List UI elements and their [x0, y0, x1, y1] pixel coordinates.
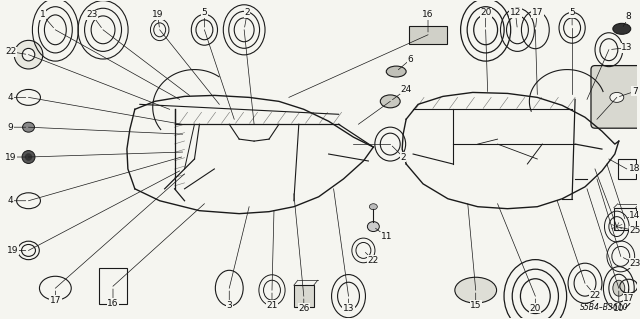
Text: 15: 15	[470, 300, 481, 309]
Text: 16: 16	[108, 299, 119, 308]
Ellipse shape	[613, 23, 631, 34]
Text: 5: 5	[202, 8, 207, 18]
Text: 2: 2	[244, 8, 250, 18]
Text: 17: 17	[532, 8, 543, 18]
Bar	[614, 208, 636, 230]
Text: 4: 4	[8, 93, 13, 102]
Text: 19: 19	[152, 11, 163, 19]
Ellipse shape	[610, 93, 624, 102]
Text: 17: 17	[623, 293, 634, 303]
Text: 23: 23	[86, 11, 98, 19]
Ellipse shape	[25, 153, 32, 160]
Text: 14: 14	[629, 211, 640, 220]
Text: 8: 8	[626, 12, 632, 21]
Ellipse shape	[367, 222, 380, 232]
Text: 5: 5	[569, 8, 575, 18]
Text: 9: 9	[8, 123, 13, 132]
Text: 20: 20	[530, 304, 541, 313]
Text: 13: 13	[343, 304, 355, 313]
Text: 11: 11	[381, 232, 392, 241]
Text: 16: 16	[422, 11, 434, 19]
Text: 19: 19	[5, 152, 17, 161]
Text: 20: 20	[480, 8, 492, 18]
Text: 4: 4	[8, 196, 13, 205]
Ellipse shape	[14, 40, 43, 69]
Bar	[409, 26, 447, 44]
Text: S5B4–B3610: S5B4–B3610	[580, 303, 628, 312]
Text: 19: 19	[7, 246, 19, 255]
Ellipse shape	[22, 48, 35, 61]
Text: 1: 1	[40, 11, 45, 19]
Text: 25: 25	[629, 226, 640, 235]
Text: 12: 12	[510, 8, 521, 18]
Ellipse shape	[380, 95, 400, 108]
Bar	[99, 268, 127, 304]
Ellipse shape	[22, 122, 35, 132]
Text: 10: 10	[613, 304, 625, 313]
FancyBboxPatch shape	[591, 66, 640, 128]
Text: 13: 13	[621, 43, 632, 52]
Ellipse shape	[22, 151, 35, 163]
Text: 18: 18	[629, 164, 640, 174]
Text: 3: 3	[227, 300, 232, 309]
Text: 23: 23	[629, 259, 640, 268]
Ellipse shape	[387, 66, 406, 77]
Text: 7: 7	[632, 87, 637, 96]
Text: 6: 6	[407, 55, 413, 64]
Text: 2: 2	[401, 152, 406, 161]
Text: 22: 22	[368, 256, 379, 265]
Ellipse shape	[455, 277, 497, 303]
Bar	[294, 285, 314, 307]
Ellipse shape	[369, 204, 378, 210]
Text: 26: 26	[298, 304, 310, 313]
Text: 21: 21	[266, 300, 278, 309]
Text: 17: 17	[50, 296, 61, 305]
Text: 22: 22	[5, 47, 16, 56]
Text: 22: 22	[589, 291, 600, 300]
Bar	[618, 159, 636, 179]
Text: 24: 24	[401, 85, 412, 94]
Ellipse shape	[613, 280, 625, 296]
